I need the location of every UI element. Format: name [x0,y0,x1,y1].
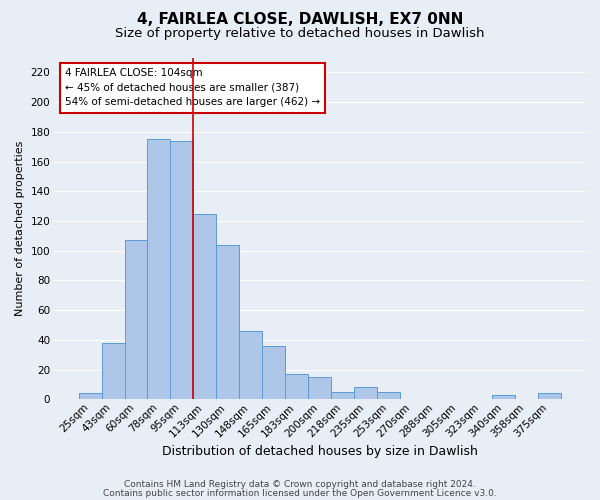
Bar [217,245,239,400]
Bar [125,240,148,400]
Bar [538,394,561,400]
Text: Contains HM Land Registry data © Crown copyright and database right 2024.: Contains HM Land Registry data © Crown c… [124,480,476,489]
Text: Size of property relative to detached houses in Dawlish: Size of property relative to detached ho… [115,28,485,40]
Bar [239,331,262,400]
Bar [492,395,515,400]
Bar [193,214,217,400]
Bar [79,394,101,400]
Bar [331,392,354,400]
Bar [262,346,285,400]
X-axis label: Distribution of detached houses by size in Dawlish: Distribution of detached houses by size … [162,444,478,458]
Y-axis label: Number of detached properties: Number of detached properties [15,140,25,316]
Text: Contains public sector information licensed under the Open Government Licence v3: Contains public sector information licen… [103,488,497,498]
Bar [148,139,170,400]
Text: 4 FAIRLEA CLOSE: 104sqm
← 45% of detached houses are smaller (387)
54% of semi-d: 4 FAIRLEA CLOSE: 104sqm ← 45% of detache… [65,68,320,108]
Bar [354,388,377,400]
Text: 4, FAIRLEA CLOSE, DAWLISH, EX7 0NN: 4, FAIRLEA CLOSE, DAWLISH, EX7 0NN [137,12,463,28]
Bar [170,140,193,400]
Bar [101,343,125,400]
Bar [285,374,308,400]
Bar [308,377,331,400]
Bar [377,392,400,400]
